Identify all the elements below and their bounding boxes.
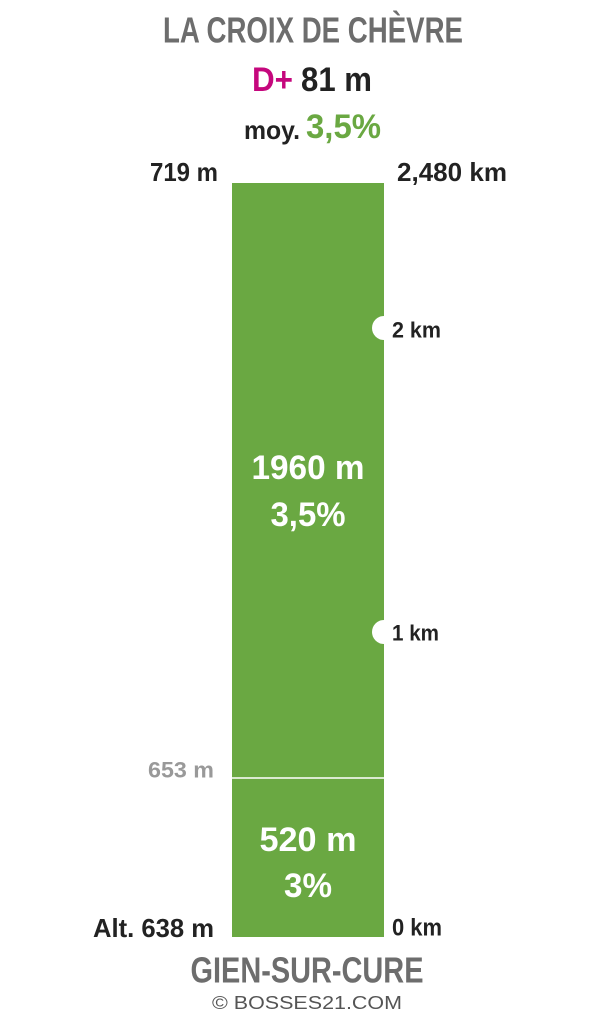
- start-name: GIEN-SUR-CURE: [191, 950, 424, 991]
- km-marker: 2 km: [392, 318, 441, 343]
- climb-value: 81 m: [301, 61, 372, 99]
- average-label: moy.: [244, 115, 300, 145]
- title: LA CROIX DE CHÈVRE: [163, 10, 463, 51]
- top-altitude: 719 m: [150, 157, 218, 187]
- profile-bar: [232, 183, 384, 937]
- credit: © BOSSES21.COM: [212, 993, 402, 1013]
- segment-gradient: 3%: [284, 867, 332, 905]
- average-value: 3,5%: [306, 108, 381, 146]
- bottom-altitude: Alt. 638 m: [93, 913, 214, 943]
- bottom-distance: 0 km: [392, 915, 442, 942]
- km-notch: [372, 316, 396, 340]
- top-distance: 2,480 km: [397, 157, 507, 187]
- mid-altitude: 653 m: [148, 758, 214, 783]
- segment-gradient: 3,5%: [271, 496, 346, 534]
- segment-length: 1960 m: [252, 449, 365, 487]
- segment-length: 520 m: [260, 821, 357, 859]
- climb-label: D+: [252, 61, 293, 99]
- km-marker: 1 km: [392, 621, 439, 646]
- km-notch: [372, 620, 396, 644]
